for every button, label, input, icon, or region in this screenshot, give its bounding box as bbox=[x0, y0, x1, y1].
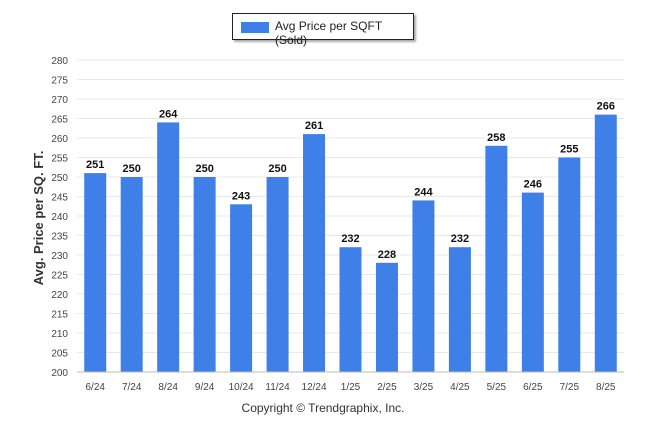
bars bbox=[84, 114, 617, 373]
bar bbox=[448, 247, 471, 372]
x-tick-label: 8/24 bbox=[158, 382, 178, 393]
bar bbox=[485, 145, 508, 372]
x-tick-label: 5/25 bbox=[487, 382, 507, 393]
x-tick-label: 2/25 bbox=[377, 382, 397, 393]
x-tick-label: 10/24 bbox=[229, 382, 254, 393]
bar bbox=[339, 247, 362, 372]
x-tick-label: 9/24 bbox=[195, 382, 215, 393]
copyright-text: Copyright © Trendgraphix, Inc. bbox=[241, 401, 405, 415]
y-tick-label: 245 bbox=[51, 193, 68, 204]
data-labels: 251 250 264 250 243 250 261 232 228 244 232 258 246 2… bbox=[86, 101, 615, 261]
y-tick-label: 265 bbox=[51, 115, 68, 126]
data-label: 261 bbox=[305, 120, 323, 132]
x-tick-label: 6/24 bbox=[85, 382, 105, 393]
x-tick-label: 3/25 bbox=[414, 382, 434, 393]
bar bbox=[157, 122, 180, 373]
y-tick-label: 270 bbox=[51, 95, 68, 106]
x-tick-label: 6/25 bbox=[523, 382, 543, 393]
data-label: 246 bbox=[524, 179, 542, 191]
data-label: 243 bbox=[232, 190, 250, 202]
bar bbox=[594, 114, 617, 372]
y-tick-label: 255 bbox=[51, 154, 68, 165]
data-label: 250 bbox=[268, 163, 286, 175]
bar bbox=[375, 262, 398, 372]
data-label: 250 bbox=[123, 163, 141, 175]
y-tick-label: 280 bbox=[51, 56, 68, 67]
y-tick-label: 250 bbox=[51, 173, 68, 184]
data-label: 264 bbox=[159, 108, 178, 120]
x-tick-label: 12/24 bbox=[302, 382, 327, 393]
x-tick-label: 4/25 bbox=[450, 382, 470, 393]
data-label: 266 bbox=[597, 101, 615, 113]
bar bbox=[230, 204, 253, 372]
bar bbox=[84, 173, 107, 372]
x-tick-label: 7/25 bbox=[560, 382, 580, 393]
y-tick-label: 205 bbox=[51, 349, 68, 360]
data-label: 232 bbox=[341, 233, 359, 245]
data-label: 244 bbox=[414, 186, 433, 198]
y-tick-label: 235 bbox=[51, 232, 68, 243]
y-tick-label: 240 bbox=[51, 212, 68, 223]
legend-label: Avg Price per SQFT (Sold) bbox=[275, 19, 382, 47]
bar bbox=[412, 200, 435, 372]
data-label: 232 bbox=[451, 233, 469, 245]
bar bbox=[193, 177, 216, 372]
y-tick-label: 230 bbox=[51, 251, 68, 262]
legend: Avg Price per SQFT (Sold) bbox=[232, 13, 414, 47]
x-tick-label: 11/24 bbox=[265, 382, 290, 393]
bar bbox=[303, 134, 326, 372]
legend-swatch bbox=[241, 22, 269, 33]
y-tick-label: 225 bbox=[51, 271, 68, 282]
y-tick-label: 200 bbox=[51, 368, 68, 379]
bar bbox=[558, 157, 581, 372]
y-axis-ticks: 200 205 210 215 220 225 230 235 240 245 250 255 260 2… bbox=[51, 56, 68, 379]
data-label: 258 bbox=[487, 132, 505, 144]
data-label: 251 bbox=[86, 159, 104, 171]
data-label: 250 bbox=[195, 163, 213, 175]
y-tick-label: 260 bbox=[51, 134, 68, 145]
x-tick-label: 1/25 bbox=[341, 382, 361, 393]
data-label: 255 bbox=[560, 144, 578, 156]
bar bbox=[521, 192, 544, 372]
bar bbox=[120, 177, 143, 372]
y-tick-label: 275 bbox=[51, 76, 68, 87]
x-axis-ticks: 6/24 7/24 8/24 9/24 10/24 11/24 12/24 1/25 2/25 3… bbox=[85, 382, 615, 393]
y-tick-label: 220 bbox=[51, 290, 68, 301]
x-tick-label: 7/24 bbox=[122, 382, 142, 393]
y-tick-label: 215 bbox=[51, 310, 68, 321]
y-axis-title: Avg. Price per SQ. FT. bbox=[31, 151, 46, 286]
data-label: 228 bbox=[378, 249, 396, 261]
x-tick-label: 8/25 bbox=[596, 382, 616, 393]
y-tick-label: 210 bbox=[51, 329, 68, 340]
bar bbox=[266, 177, 289, 372]
